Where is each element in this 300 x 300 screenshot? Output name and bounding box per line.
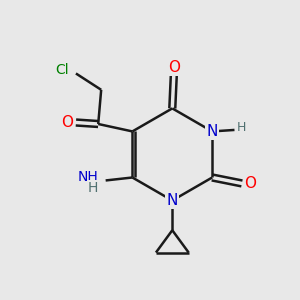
Text: N: N	[167, 193, 178, 208]
Text: O: O	[168, 60, 180, 75]
Text: H: H	[88, 181, 98, 195]
Text: N: N	[206, 124, 218, 139]
Text: H: H	[236, 121, 246, 134]
Text: O: O	[61, 115, 74, 130]
Text: O: O	[244, 176, 256, 191]
Text: NH: NH	[77, 170, 98, 184]
Text: Cl: Cl	[55, 63, 68, 77]
